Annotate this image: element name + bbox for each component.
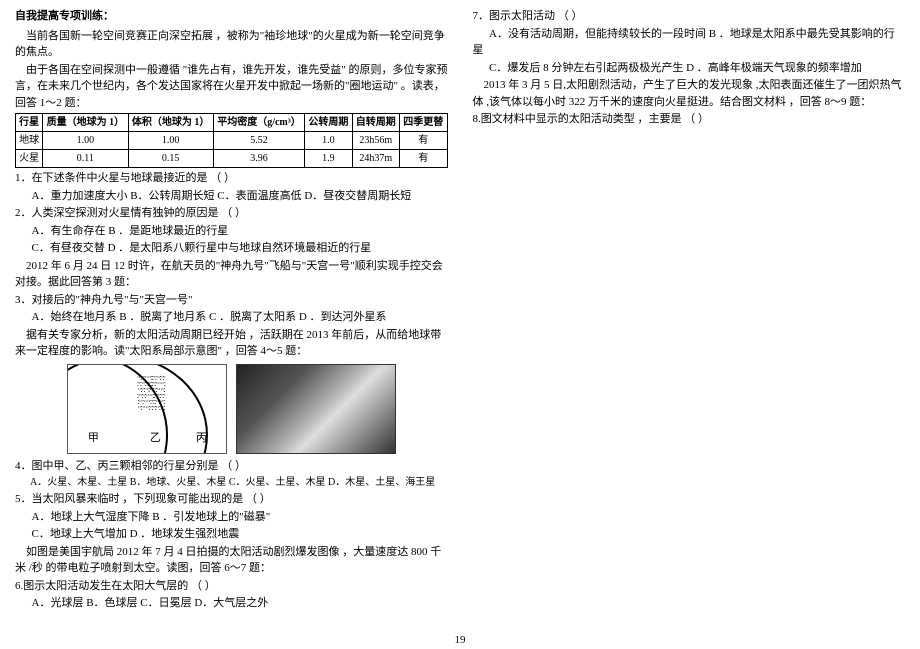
- q7-b: C．爆发后 8 分钟左右引起两极极光产生 D ．高峰年极端天气现象的频率增加: [473, 60, 906, 77]
- q1: 1．在下述条件中火星与地球最接近的是 （ ）: [15, 170, 448, 187]
- q4-opts: A．火星、木星、土星 B．地球、火星、木星 C．火星、土星、木星 D．木星、土星…: [15, 475, 448, 490]
- th-6: 四季更替: [400, 114, 447, 132]
- th-4: 公转周期: [305, 114, 352, 132]
- th-0: 行星: [16, 114, 43, 132]
- q2: 2．人类深空探测对火星情有独钟的原因是 （ ）: [15, 205, 448, 222]
- layer-c: 丙: [196, 430, 207, 447]
- th-3: 平均密度（g/cm³）: [213, 114, 304, 132]
- intro-1: 当前各国新一轮空间竞赛正向深空拓展 ，被称为"袖珍地球"的火星成为新一轮空间竞争…: [15, 28, 448, 61]
- q2-b: C．有昼夜交替 D ．是太阳系八颗行星中与地球自然环境最相近的行星: [15, 240, 448, 257]
- q2-a: A．有生命存在 B ．是距地球最近的行星: [15, 223, 448, 240]
- sun-layers-diagram: ··:·:····::·:··:·:·:·:··:·:·::·:·····:··…: [67, 364, 227, 454]
- th-1: 质量（地球为 1）: [43, 114, 128, 132]
- q6: 6.图示太阳活动发生在太阳大气层的 （ ）: [15, 578, 448, 595]
- q3-opts: A．始终在地月系 B ．脱离了地月系 C ．脱离了太阳系 D ．到达河外星系: [15, 309, 448, 326]
- q3: 3．对接后的"神舟九号"与"天宫一号": [15, 292, 448, 309]
- lead-3: 2012 年 6 月 24 日 12 时许，在航天员的"神舟九号"飞船与"天宫一…: [15, 258, 448, 291]
- planet-table: 行星 质量（地球为 1） 体积（地球为 1） 平均密度（g/cm³） 公转周期 …: [15, 113, 448, 168]
- q5: 5．当太阳风暴来临时 ，下列现象可能出现的是 （ ）: [15, 491, 448, 508]
- q5-a: A．地球上大气湿度下降 B ．引发地球上的"磁暴": [15, 509, 448, 526]
- lead-67: 如图是美国宇航局 2012 年 7 月 4 日拍摄的太阳活动剧烈爆发图像 ，大量…: [15, 544, 448, 577]
- lead-45: 据有关专家分析，新的太阳活动周期已经开始 ，活跃期在 2013 年前后，从而给地…: [15, 327, 448, 360]
- q7: 7．图示太阳活动 （ ）: [473, 8, 906, 25]
- table-row: 地球 1.00 1.00 5.52 1.0 23h56m 有: [16, 132, 448, 150]
- q1-opts: A．重力加速度大小 B．公转周期长短 C．表面温度高低 D．昼夜交替周期长短: [15, 188, 448, 205]
- q4: 4．图中甲、乙、丙三颗相邻的行星分别是 （ ）: [15, 458, 448, 475]
- q6-opts: A．光球层 B．色球层 C．日冕层 D．大气层之外: [15, 595, 448, 612]
- th-2: 体积（地球为 1）: [128, 114, 213, 132]
- sun-activity-photo: [236, 364, 396, 454]
- layer-b: 乙: [150, 430, 161, 447]
- table-row: 火星 0.11 0.15 3.96 1.9 24h37m 有: [16, 150, 448, 168]
- q8: 8.图文材料中显示的太阳活动类型 ，主要是 （ ）: [473, 111, 906, 128]
- q7-a: A．没有活动周期，但能持续较长的一段时间 B ．地球是太阳系中最先受其影响的行星: [473, 26, 906, 59]
- section-title: 自我提高专项训练：: [15, 8, 448, 25]
- page-number: 19: [15, 632, 905, 649]
- intro-2: 由于各国在空间探测中一般遵循 "谁先占有，谁先开发，谁先受益" 的原则，多位专家…: [15, 62, 448, 112]
- layer-a: 甲: [88, 430, 99, 447]
- th-5: 自转周期: [352, 114, 399, 132]
- q5-b: C．地球上大气增加 D ．地球发生强烈地震: [15, 526, 448, 543]
- lead-89: 2013 年 3 月 5 日,太阳剧烈活动，产生了巨大的发光现象 ,太阳表面还催…: [473, 77, 906, 110]
